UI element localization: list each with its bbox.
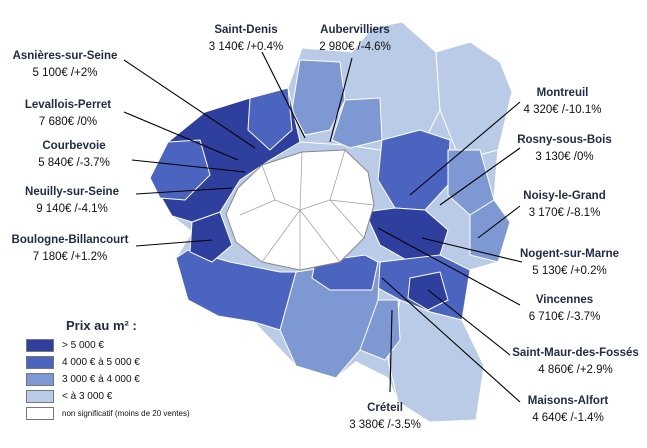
region-south-east-far xyxy=(387,299,485,423)
legend-item: > 5 000 € xyxy=(26,337,218,354)
label-saint-maur: Saint-Maur-des-Fossés 4 860€ /+2.9% xyxy=(512,347,639,376)
region-north-east xyxy=(435,41,513,161)
legend-item: 4 000 € à 5 000 € xyxy=(26,354,218,371)
legend-label: > 5 000 € xyxy=(62,340,104,351)
label-maisons-alfort: Maisons-Alfort 4 640€ /-1.4% xyxy=(527,395,609,424)
paris-arrondissements xyxy=(239,149,375,270)
leader-lines xyxy=(123,51,523,403)
legend-label: non significatif (moins de 20 ventes) xyxy=(62,409,190,418)
label-aubervilliers: Aubervilliers 2 980€ /-4.6% xyxy=(319,24,391,53)
legend-swatch xyxy=(26,407,54,420)
legend-label: 4 000 € à 5 000 € xyxy=(62,357,140,368)
region-south-west xyxy=(175,249,297,331)
legend-label: < à 3 000 € xyxy=(62,391,113,402)
label-saint-denis: Saint-Denis 3 140€ /+0.4% xyxy=(208,24,284,53)
label-levallois: Levallois-Perret 7 680€ /0% xyxy=(24,99,112,128)
label-nogent: Nogent-sur-Marne 5 130€ /+0.2% xyxy=(519,248,620,277)
legend-title: Prix au m² : xyxy=(66,318,137,333)
region-montreuil xyxy=(377,129,451,211)
label-courbevoie: Courbevoie 5 840€ /-3.7% xyxy=(38,140,110,169)
legend-item: non significatif (moins de 20 ventes) xyxy=(26,405,218,422)
region-aubervilliers xyxy=(331,97,383,149)
region-asnieres xyxy=(247,87,293,151)
legend-swatch xyxy=(26,356,54,369)
label-montreuil: Montreuil 4 320€ /-10.1% xyxy=(523,87,602,116)
region-nanterre xyxy=(149,139,211,201)
legend-swatch xyxy=(26,373,54,386)
label-asnieres: Asnières-sur-Seine 5 100€ /+2% xyxy=(12,50,118,79)
legend-swatch xyxy=(26,339,54,352)
label-boulogne: Boulogne-Billancourt 7 180€ /+1.2% xyxy=(11,234,129,263)
legend-label: 3 000 € à 4 000 € xyxy=(62,374,140,385)
label-neuilly: Neuilly-sur-Seine 9 140€ /-4.1% xyxy=(25,186,119,215)
label-creteil: Créteil 3 380€ /-3.5% xyxy=(349,402,421,431)
legend-item: < à 3 000 € xyxy=(26,388,218,405)
label-vincennes: Vincennes 6 710€ /-3.7% xyxy=(528,294,601,323)
legend-item: 3 000 € à 4 000 € xyxy=(26,371,218,388)
legend-swatch xyxy=(26,390,54,403)
region-saint-maur xyxy=(407,271,449,311)
region-noisy xyxy=(469,199,511,263)
label-rosny: Rosny-sous-Bois 3 130€ /0% xyxy=(517,134,612,163)
label-noisy: Noisy-le-Grand 3 170€ /-8.1% xyxy=(523,190,606,219)
region-east-blue xyxy=(364,207,449,263)
legend: Prix au m² : > 5 000 € 4 000 € à 5 000 €… xyxy=(26,318,218,422)
